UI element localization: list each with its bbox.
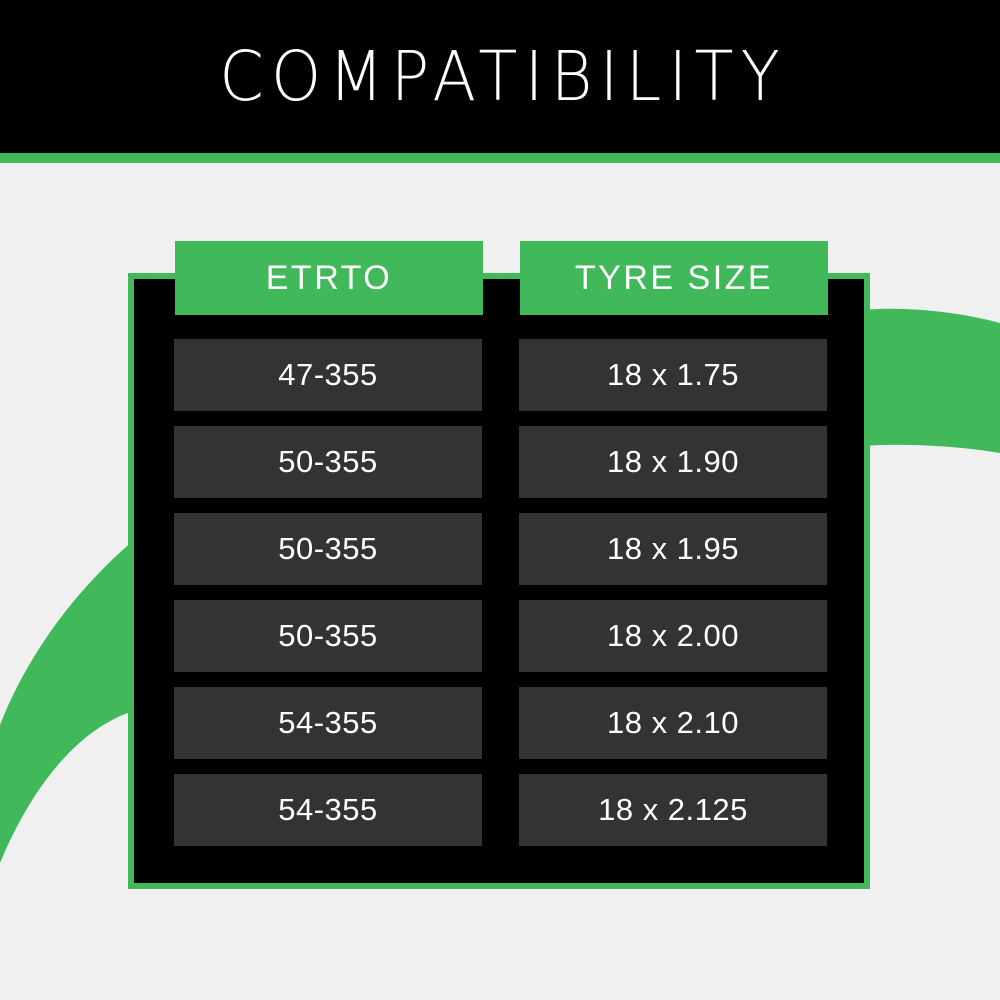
swoosh-right: [862, 308, 1000, 453]
compatibility-table: 47-355 18 x 1.75 50-355 18 x 1.90 50-355 18 x…: [128, 273, 870, 889]
column-header-etrto: ETRTO: [175, 241, 483, 315]
cell-tyre-size: 18 x 1.75: [519, 339, 827, 411]
table-row: 50-355 18 x 1.90: [174, 426, 827, 498]
column-header-tyre-size: TYRE SIZE: [520, 241, 828, 315]
table-row: 47-355 18 x 1.75: [174, 339, 827, 411]
cell-tyre-size: 18 x 2.00: [519, 600, 827, 672]
cell-etrto: 54-355: [174, 687, 482, 759]
cell-etrto: 50-355: [174, 426, 482, 498]
table-rows: 47-355 18 x 1.75 50-355 18 x 1.90 50-355 18 x…: [174, 339, 827, 861]
table-row: 54-355 18 x 2.125: [174, 774, 827, 846]
table-column-headers: ETRTO TYRE SIZE: [175, 241, 828, 315]
page-header: COMPATIBILITY: [0, 0, 1000, 163]
table-row: 54-355 18 x 2.10: [174, 687, 827, 759]
cell-tyre-size: 18 x 2.125: [519, 774, 827, 846]
cell-tyre-size: 18 x 2.10: [519, 687, 827, 759]
cell-tyre-size: 18 x 1.90: [519, 426, 827, 498]
cell-etrto: 50-355: [174, 600, 482, 672]
cell-etrto: 47-355: [174, 339, 482, 411]
table-body: 47-355 18 x 1.75 50-355 18 x 1.90 50-355 18 x…: [134, 279, 864, 883]
cell-tyre-size: 18 x 1.95: [519, 513, 827, 585]
table-row: 50-355 18 x 1.95: [174, 513, 827, 585]
cell-etrto: 54-355: [174, 774, 482, 846]
cell-etrto: 50-355: [174, 513, 482, 585]
header-accent-bar: [0, 153, 1000, 163]
page-title: COMPATIBILITY: [219, 36, 787, 117]
swoosh-left: [0, 535, 140, 863]
table-row: 50-355 18 x 2.00: [174, 600, 827, 672]
